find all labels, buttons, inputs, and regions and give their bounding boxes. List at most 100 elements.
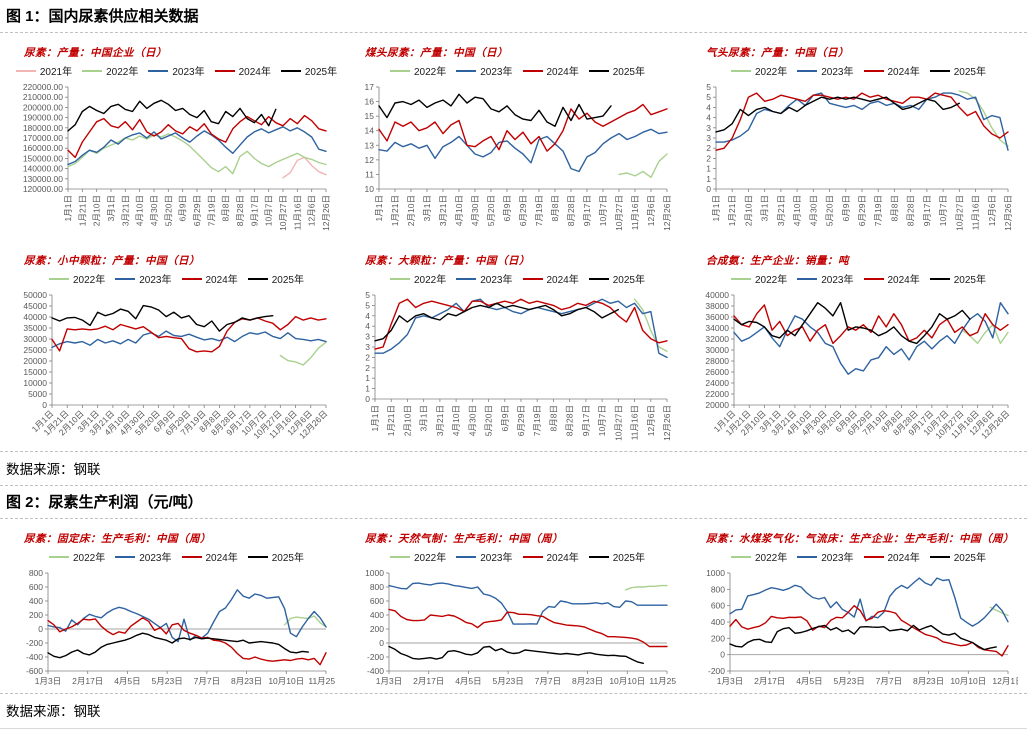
x-tick-label: 8月23日 bbox=[231, 676, 262, 686]
x-tick-label: 3月1日 bbox=[106, 195, 116, 221]
y-tick-label: 190000.00 bbox=[23, 113, 63, 123]
x-tick-label: 7月19日 bbox=[534, 195, 544, 226]
x-tick-label: 4月10日 bbox=[792, 195, 802, 226]
legend-label: 2022年 bbox=[414, 67, 447, 78]
chart-line-2024年 bbox=[47, 617, 327, 666]
x-tick-label: 1月1日 bbox=[370, 405, 380, 431]
y-tick-label: 0 bbox=[42, 400, 47, 410]
y-tick-label: 36000 bbox=[705, 312, 729, 322]
legend-line-swatch bbox=[797, 69, 818, 72]
chart-line-2023年 bbox=[47, 589, 327, 643]
legend-item-2023年: 2023年 bbox=[115, 271, 172, 286]
y-tick-label: 4 bbox=[706, 102, 711, 112]
legend-line-swatch bbox=[49, 555, 69, 558]
chart-line-2024年 bbox=[378, 103, 668, 152]
x-tick-label: 11月16日 bbox=[630, 405, 640, 440]
figure2-charts-row: 尿素：固定床：生产毛利：中国（周） 2022年 2023年 2024年 2025年 -… bbox=[0, 519, 1027, 693]
legend-line-swatch bbox=[15, 69, 36, 72]
chart-line-2025年 bbox=[374, 302, 619, 342]
legend-item-2025年: 2025年 bbox=[247, 549, 304, 564]
y-tick-label: 1 bbox=[706, 164, 711, 174]
y-tick-label: 140000.00 bbox=[23, 164, 63, 174]
chart-legend: 2022年 2023年 2024年 2025年 bbox=[16, 549, 337, 564]
y-tick-label: 220000.00 bbox=[23, 82, 63, 92]
chart-legend: 2022年 2023年 2024年 2025年 bbox=[698, 549, 1019, 564]
chart-line-2024年 bbox=[733, 304, 1009, 345]
y-tick-label: 20000 bbox=[23, 356, 47, 366]
legend-line-swatch bbox=[181, 555, 202, 558]
chart-line-2022年 bbox=[624, 584, 668, 591]
y-tick-label: 20000 bbox=[705, 400, 729, 410]
y-tick-label: -400 bbox=[367, 666, 384, 676]
chart-line-2025年 bbox=[733, 302, 971, 345]
x-tick-label: 5月23日 bbox=[152, 676, 183, 686]
y-tick-label: -600 bbox=[26, 666, 43, 676]
legend-line-swatch bbox=[390, 277, 410, 280]
x-tick-label: 4月30日 bbox=[467, 405, 477, 436]
x-tick-label: 2月10日 bbox=[402, 405, 412, 436]
legend-item-2022年: 2022年 bbox=[731, 549, 787, 564]
legend-item-2025年: 2025年 bbox=[588, 63, 645, 78]
y-tick-label: 0 bbox=[720, 650, 725, 660]
x-tick-label: 1月21日 bbox=[77, 195, 87, 226]
chart-canvas: -200 0 200 400 600 800 1000 1月3日 2月17日 4月5日 5月23日 7… bbox=[706, 568, 1018, 686]
chart-urea-output-china-enterprises: 尿素：产量：中国企业（日） 2021年 2022年 2023年 2024年 2025年 … bbox=[2, 35, 343, 241]
legend-line-swatch bbox=[731, 277, 751, 280]
legend-line-swatch bbox=[456, 277, 477, 280]
chart-line-2022年 bbox=[958, 90, 1009, 147]
figure2-heading: 图 2：尿素生产利润（元/吨） bbox=[0, 485, 1027, 519]
legend-label: 2024年 bbox=[887, 553, 920, 564]
y-tick-label: 5 bbox=[365, 300, 370, 310]
legend-line-swatch bbox=[797, 277, 818, 280]
legend-line-swatch bbox=[588, 555, 609, 558]
legend-line-swatch bbox=[863, 277, 884, 280]
chart-legend: 2022年 2023年 2024年 2025年 bbox=[357, 271, 678, 286]
chart-line-2023年 bbox=[733, 302, 1009, 375]
legend-line-swatch bbox=[247, 277, 268, 280]
legend-label: 2023年 bbox=[139, 553, 172, 564]
x-tick-label: 1月3日 bbox=[376, 676, 402, 686]
y-tick-label: 0 bbox=[706, 184, 711, 194]
legend-label: 2022年 bbox=[755, 67, 788, 78]
legend-label: 2025年 bbox=[612, 275, 645, 286]
y-tick-label: 14 bbox=[365, 126, 375, 136]
x-tick-label: 12月1日 bbox=[992, 676, 1018, 686]
legend-label: 2023年 bbox=[480, 553, 513, 564]
y-tick-label: 0 bbox=[379, 638, 384, 648]
x-tick-label: 2月17日 bbox=[413, 676, 444, 686]
y-tick-label: 2 bbox=[706, 143, 711, 153]
x-tick-label: 8月28日 bbox=[565, 405, 575, 436]
x-tick-label: 11月25日 bbox=[649, 676, 677, 686]
y-tick-label: 120000.00 bbox=[23, 184, 63, 194]
x-tick-label: 2月17日 bbox=[754, 676, 785, 686]
legend-label: 2025年 bbox=[953, 553, 986, 564]
chart-legend: 2022年 2023年 2024年 2025年 bbox=[16, 271, 337, 286]
page-bottom-rule bbox=[0, 727, 1027, 729]
x-tick-label: 6月29日 bbox=[516, 405, 526, 436]
chart-title: 尿素：天然气制：生产毛利：中国（周） bbox=[365, 534, 563, 545]
y-tick-label: 600 bbox=[711, 601, 725, 611]
x-tick-label: 9月17日 bbox=[922, 195, 932, 226]
legend-line-swatch bbox=[929, 277, 950, 280]
chart-line-2024年 bbox=[67, 114, 327, 159]
x-tick-label: 10月7日 bbox=[598, 195, 608, 226]
x-tick-label: 6月9日 bbox=[500, 405, 510, 431]
legend-line-swatch bbox=[49, 277, 69, 280]
x-tick-label: 1月21日 bbox=[386, 405, 396, 436]
y-tick-label: 10000 bbox=[23, 378, 47, 388]
chart-line-2022年 bbox=[618, 153, 668, 178]
x-tick-label: 11月25日 bbox=[308, 676, 336, 686]
legend-item-2024年: 2024年 bbox=[181, 549, 238, 564]
chart-line-2023年 bbox=[51, 330, 327, 349]
legend-item-2023年: 2023年 bbox=[148, 63, 205, 78]
chart-legend: 2022年 2023年 2024年 2025年 bbox=[357, 549, 678, 564]
legend-item-2024年: 2024年 bbox=[863, 549, 920, 564]
chart-legend: 2022年 2023年 2024年 2025年 bbox=[698, 271, 1019, 286]
y-tick-label: 4 bbox=[706, 113, 711, 123]
x-tick-label: 1月21日 bbox=[390, 195, 400, 226]
chart-line-2025年 bbox=[378, 93, 612, 127]
chart-line-2022年 bbox=[279, 341, 327, 366]
x-tick-label: 8月28日 bbox=[235, 195, 245, 226]
y-tick-label: 2 bbox=[706, 153, 711, 163]
legend-line-swatch bbox=[863, 555, 884, 558]
